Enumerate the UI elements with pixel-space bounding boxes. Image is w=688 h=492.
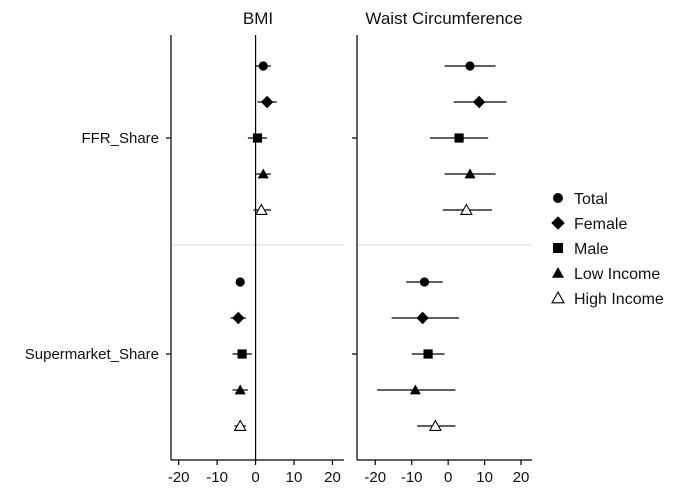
row-group-label-supermarket-share: Supermarket_Share [25,346,159,363]
panel-title-bmi: BMI [243,9,273,28]
legend-label-high-income: High Income [574,291,664,308]
legend-marker-male [553,243,563,253]
estimate-ffr-share-high-income-point [254,203,268,215]
estimate-ffr-share-female-point [260,95,274,109]
estimate-supermarket-share-male-point [237,349,247,359]
legend-marker-female [551,216,565,230]
x-tick-label: -20 [364,469,386,486]
x-tick-label: 20 [324,469,341,486]
estimate-ffr-share-high-income-point [459,203,473,215]
estimate-supermarket-share-low-income-point [409,384,421,395]
x-tick-label: 10 [286,469,303,486]
x-tick-label: -10 [206,469,228,486]
row-group-labels: FFR_Share Supermarket_Share [25,130,159,363]
legend-label-female: Female [574,216,627,233]
panel-bmi: BMI -20 -10 0 10 20 [166,9,344,486]
legend-marker-total [553,193,563,203]
estimate-supermarket-share-total-point [235,277,245,287]
estimate-ffr-share-male-point [454,133,464,143]
x-tick-label: 0 [251,469,259,486]
panel-title-waist-circumference: Waist Circumference [365,9,522,28]
legend: Total Female Male Low Income High Income [551,191,664,308]
legend-label-low-income: Low Income [574,266,660,283]
estimate-supermarket-share-total-point [419,277,430,287]
estimate-ffr-share-low-income-point [464,168,476,179]
estimate-supermarket-share-male-point [423,349,433,359]
legend-marker-low-income [552,267,564,278]
estimate-supermarket-share-high-income-point [233,419,247,431]
legend-label-total: Total [574,191,608,208]
estimate-ffr-share-low-income-point [257,168,269,179]
x-tick-label: 0 [444,469,452,486]
legend-label-male: Male [574,241,609,258]
estimate-ffr-share-total-point [258,61,268,71]
estimate-supermarket-share-female-point [232,311,245,325]
panel-waist-circumference: Waist Circumference -20 -10 0 10 20 [352,9,532,486]
estimate-ffr-share-female-point [472,95,486,109]
estimate-supermarket-share-high-income-point [428,419,442,431]
row-group-label-ffr-share: FFR_Share [81,130,159,147]
x-tick-label: 20 [513,469,530,486]
legend-marker-high-income [551,290,565,304]
estimate-ffr-share-total-point [465,61,475,71]
x-tick-label: -10 [401,469,423,486]
estimate-ffr-share-male-point [252,133,263,143]
estimate-supermarket-share-female-point [416,311,429,325]
x-tick-label: 10 [476,469,493,486]
x-tick-label: -20 [168,469,190,486]
estimate-supermarket-share-low-income-point [234,384,246,395]
